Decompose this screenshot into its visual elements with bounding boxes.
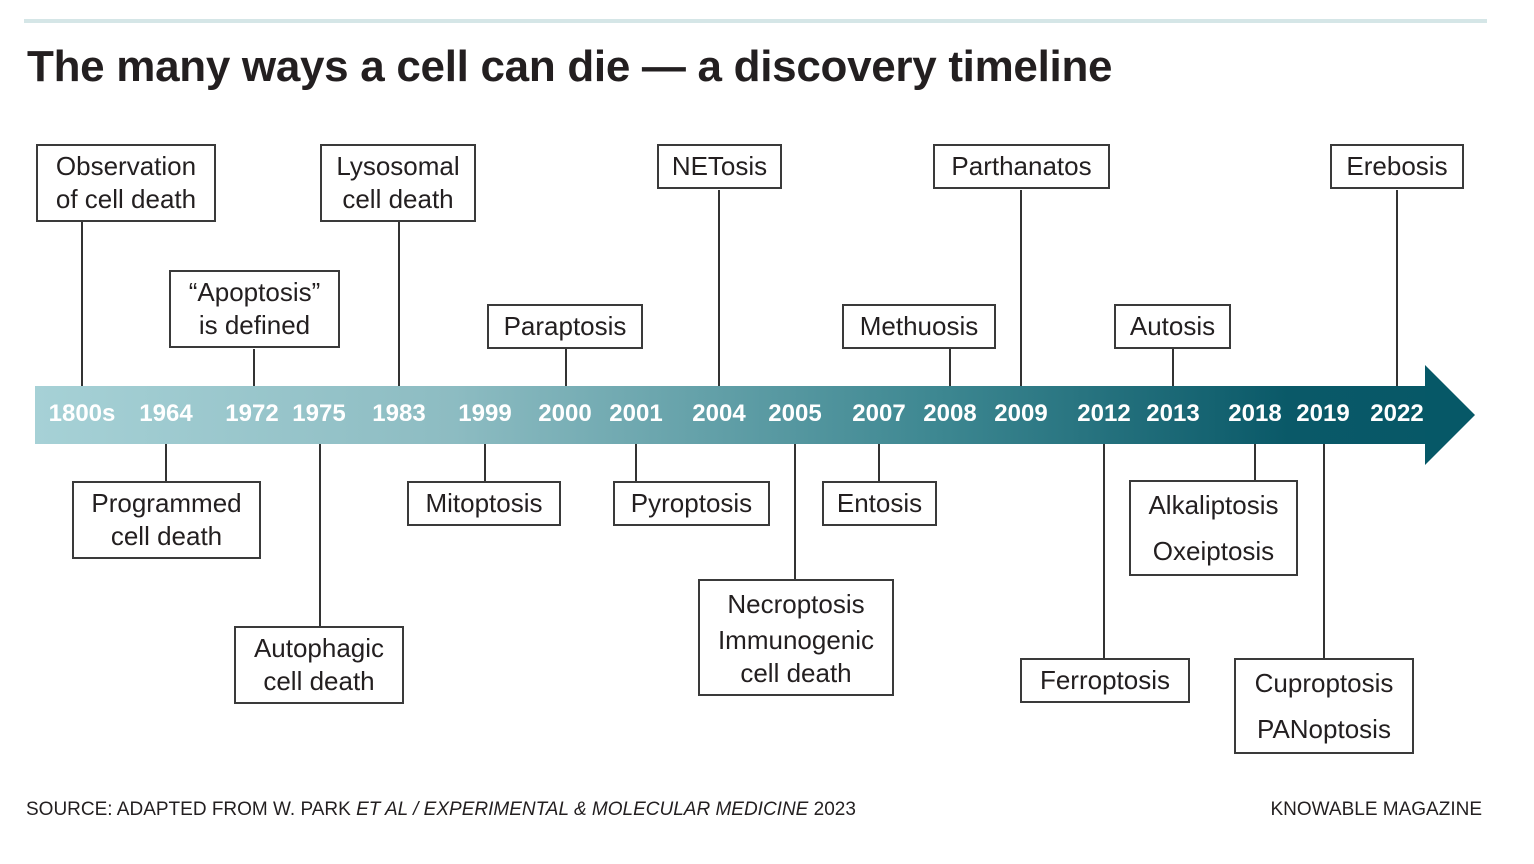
event-entosis: Entosis bbox=[822, 481, 937, 526]
connector bbox=[165, 444, 167, 482]
year-label: 1800s bbox=[48, 400, 116, 427]
event-lysosomal: Lysosomal cell death bbox=[320, 144, 476, 222]
year-label: 1972 bbox=[225, 400, 279, 427]
connector bbox=[718, 190, 720, 386]
year-label: 2007 bbox=[852, 400, 906, 427]
event-autophagic: Autophagic cell death bbox=[234, 626, 404, 704]
event-autosis: Autosis bbox=[1114, 304, 1231, 349]
event-erebosis: Erebosis bbox=[1330, 144, 1464, 189]
event-cuproptosis: Cuproptosis PANoptosis bbox=[1234, 658, 1414, 754]
page-title: The many ways a cell can die — a discove… bbox=[27, 42, 1113, 91]
year-label: 2009 bbox=[994, 400, 1048, 427]
connector bbox=[1396, 190, 1398, 386]
year-label: 2018 bbox=[1228, 400, 1282, 427]
connector bbox=[484, 444, 486, 482]
event-apoptosis: “Apoptosis” is defined bbox=[169, 270, 340, 348]
connector bbox=[878, 444, 880, 482]
event-pyroptosis: Pyroptosis bbox=[613, 481, 770, 526]
year-label: 1999 bbox=[458, 400, 512, 427]
connector bbox=[635, 444, 637, 482]
year-label: 2013 bbox=[1146, 400, 1200, 427]
event-alkaliptosis: Alkaliptosis Oxeiptosis bbox=[1129, 480, 1298, 576]
publisher-credit: KNOWABLE MAGAZINE bbox=[1270, 799, 1483, 820]
connector bbox=[794, 444, 796, 580]
connector bbox=[81, 222, 83, 386]
connector bbox=[253, 349, 255, 386]
event-paraptosis: Paraptosis bbox=[487, 304, 643, 349]
event-methuosis: Methuosis bbox=[842, 304, 996, 349]
top-rule bbox=[24, 19, 1487, 23]
connector bbox=[565, 349, 567, 386]
event-netosis: NETosis bbox=[657, 144, 782, 189]
year-label: 2000 bbox=[538, 400, 592, 427]
year-label: 2022 bbox=[1370, 400, 1424, 427]
year-label: 2008 bbox=[923, 400, 977, 427]
connector bbox=[949, 349, 951, 386]
year-label: 1983 bbox=[372, 400, 426, 427]
year-label: 2004 bbox=[692, 400, 746, 427]
event-ferroptosis: Ferroptosis bbox=[1020, 658, 1190, 703]
year-label: 2012 bbox=[1077, 400, 1131, 427]
event-parthanatos: Parthanatos bbox=[933, 144, 1110, 189]
connector bbox=[1323, 444, 1325, 659]
year-label: 2019 bbox=[1296, 400, 1350, 427]
year-label: 1975 bbox=[292, 400, 346, 427]
connector bbox=[398, 222, 400, 386]
event-necroptosis: Necroptosis Immunogenic cell death bbox=[698, 579, 894, 696]
connector bbox=[319, 444, 321, 627]
connector bbox=[1020, 190, 1022, 386]
year-label: 2005 bbox=[768, 400, 822, 427]
connector bbox=[1172, 349, 1174, 386]
source-citation: SOURCE: ADAPTED FROM W. PARK ET AL / EXP… bbox=[26, 799, 856, 820]
connector bbox=[1103, 444, 1105, 659]
event-mitoptosis: Mitoptosis bbox=[407, 481, 561, 526]
event-observation: Observation of cell death bbox=[36, 144, 216, 222]
connector bbox=[1254, 444, 1256, 480]
year-label: 1964 bbox=[139, 400, 193, 427]
timeline-bar bbox=[35, 386, 1427, 444]
year-label: 2001 bbox=[609, 400, 663, 427]
event-programmed: Programmed cell death bbox=[72, 481, 261, 559]
arrow-right-icon bbox=[1425, 365, 1475, 465]
